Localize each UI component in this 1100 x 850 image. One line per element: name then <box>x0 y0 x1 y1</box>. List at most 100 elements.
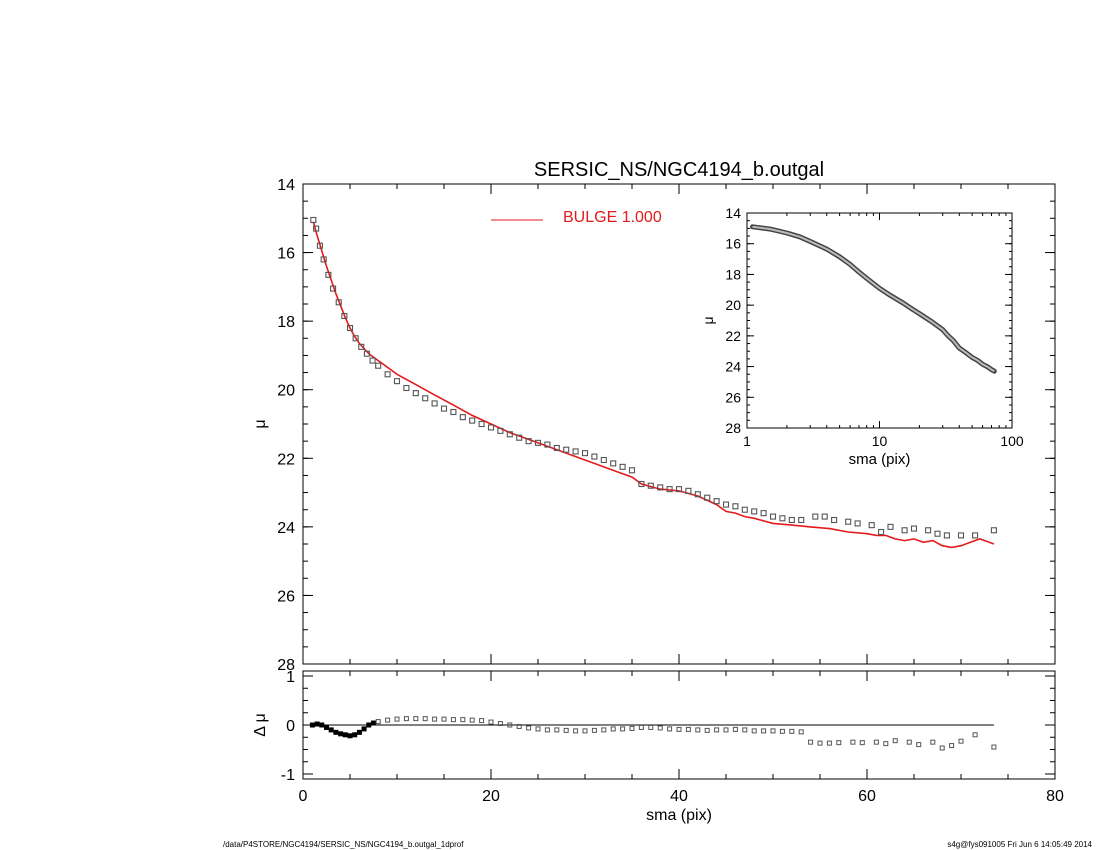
data-point <box>760 510 767 517</box>
residual-point <box>930 739 936 745</box>
data-point <box>925 527 932 534</box>
data-point <box>704 494 711 501</box>
residual-point <box>629 725 635 731</box>
data-point <box>469 417 476 424</box>
main-ytick-label: 26 <box>277 588 295 605</box>
residual-ytick-label: 1 <box>286 669 295 686</box>
data-point <box>450 408 457 416</box>
residual-xlabel: sma (pix) <box>646 807 712 824</box>
inset-ytick-label: 22 <box>725 328 741 344</box>
data-point <box>412 390 419 397</box>
residual-point <box>991 744 997 750</box>
residual-xtick-label: 60 <box>858 788 876 805</box>
residual-point <box>808 739 814 745</box>
data-point <box>887 523 894 530</box>
residual-point <box>507 722 513 728</box>
residual-point <box>958 738 964 744</box>
residual-point <box>563 727 569 733</box>
inset-ytick-label: 18 <box>725 266 741 282</box>
data-point <box>831 516 838 524</box>
data-point <box>610 460 617 467</box>
residual-point <box>685 726 691 732</box>
residual-point <box>385 717 391 723</box>
data-point <box>657 484 664 491</box>
data-point <box>553 444 560 452</box>
residual-point <box>714 727 720 733</box>
inset-ytick-label: 20 <box>725 297 741 313</box>
residual-point <box>479 718 485 724</box>
data-point <box>330 285 337 292</box>
main-ytick-label: 22 <box>277 451 295 468</box>
data-point <box>638 480 645 488</box>
residual-point <box>779 728 785 734</box>
data-point <box>769 513 777 520</box>
residual-xtick-label: 20 <box>482 788 500 805</box>
residual-point <box>789 728 795 734</box>
data-point <box>320 256 327 263</box>
data-point <box>812 513 819 520</box>
main-ytick-label: 16 <box>277 246 295 263</box>
data-point <box>751 508 758 515</box>
main-ylabel: μ <box>252 419 269 428</box>
main-ytick-label: 20 <box>277 383 295 400</box>
residual-point <box>342 732 348 738</box>
inset-ytick-label: 28 <box>725 420 741 436</box>
data-point <box>544 441 551 448</box>
residual-point <box>352 732 358 738</box>
residual-point <box>371 720 376 726</box>
data-point <box>619 463 626 470</box>
residual-point <box>460 717 466 723</box>
residual-point <box>648 724 654 730</box>
residual-point <box>742 727 748 733</box>
data-point <box>868 522 875 529</box>
data-point <box>313 225 320 232</box>
legend-label: BULGE 1.000 <box>563 209 662 226</box>
residual-point <box>582 728 588 734</box>
residual-point <box>432 716 438 722</box>
residual-point <box>441 716 447 722</box>
data-point <box>600 456 607 464</box>
inset-plot-frame <box>746 212 1013 429</box>
inset-xtick-label: 100 <box>1000 433 1024 449</box>
residual-point <box>695 727 701 733</box>
data-point <box>316 242 323 249</box>
residual-point <box>328 727 334 733</box>
data-point <box>563 446 570 453</box>
data-point <box>478 420 485 428</box>
residual-xtick-label: 40 <box>670 788 688 805</box>
residual-point <box>723 727 729 733</box>
data-point <box>325 271 332 278</box>
data-point <box>572 448 579 455</box>
data-point <box>821 513 828 520</box>
inset-xlabel: sma (pix) <box>849 451 911 468</box>
inset-xtick-label: 10 <box>872 433 888 449</box>
residual-point <box>751 728 757 734</box>
data-point <box>384 371 391 378</box>
residual-point <box>535 726 541 732</box>
inset-ytick-label: 26 <box>725 389 741 405</box>
inset-ytick-label: 24 <box>725 359 741 375</box>
residual-point <box>770 728 776 734</box>
data-point <box>666 486 673 493</box>
residual-ylabel: Δ μ <box>252 713 269 736</box>
data-point <box>628 467 636 474</box>
residual-xtick-label: 80 <box>1046 788 1064 805</box>
residual-point <box>704 727 710 733</box>
data-point <box>534 439 542 446</box>
residual-point <box>949 743 955 749</box>
data-point <box>516 434 523 441</box>
residual-point <box>638 724 644 730</box>
data-point <box>525 438 532 445</box>
data-point <box>788 516 795 524</box>
data-point <box>335 299 342 306</box>
data-point <box>957 532 965 539</box>
residual-point <box>361 726 367 732</box>
data-point <box>845 518 852 525</box>
residual-point <box>836 740 842 746</box>
data-point <box>363 350 370 357</box>
residual-point <box>324 724 329 730</box>
residual-point <box>859 740 865 746</box>
inset-xtick-label: 1 <box>743 433 751 449</box>
data-point <box>732 503 739 510</box>
